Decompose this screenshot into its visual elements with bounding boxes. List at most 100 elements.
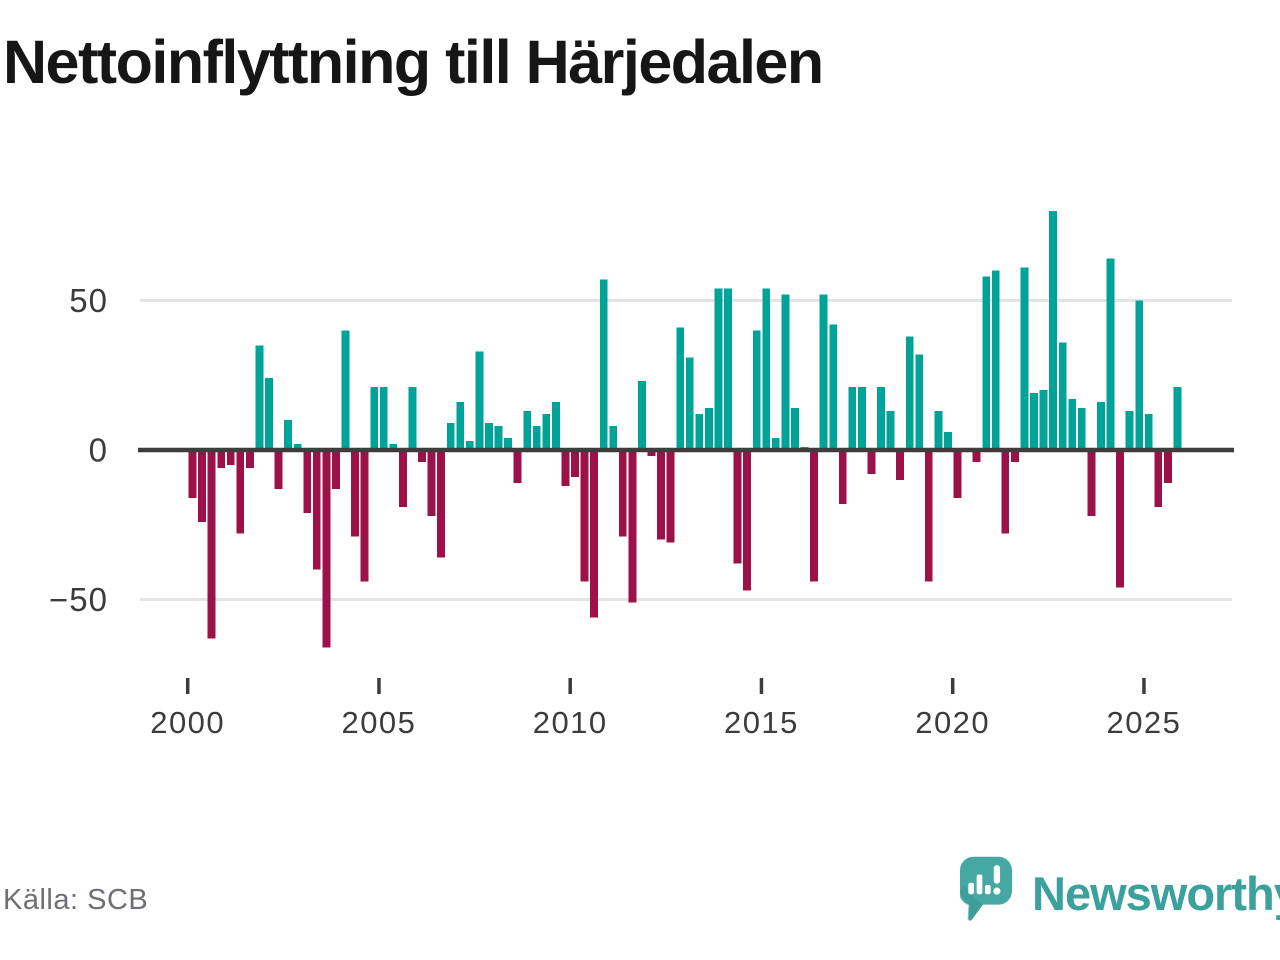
bar (848, 387, 857, 450)
bar (398, 450, 407, 507)
bar (685, 357, 694, 450)
bar (982, 276, 991, 450)
bar (437, 450, 446, 558)
bar (1001, 450, 1010, 534)
bar (226, 450, 235, 465)
bar (877, 387, 885, 450)
bar (867, 450, 876, 474)
bar (905, 336, 914, 450)
bar (944, 432, 952, 450)
bar (494, 426, 503, 450)
source-note: Källa: SCB (3, 884, 149, 916)
bar (341, 330, 350, 450)
bar (207, 450, 216, 639)
bar (312, 450, 321, 570)
bar (972, 450, 981, 462)
y-tick-label: 50 (69, 282, 108, 319)
bar (1125, 411, 1134, 450)
bar (303, 450, 312, 513)
bar (896, 450, 905, 480)
bar (1087, 450, 1096, 516)
bar (838, 450, 847, 504)
bar (1030, 393, 1038, 450)
y-tick-label: 0 (89, 432, 108, 469)
chart-title: Nettoinflyttning till Härjedalen (3, 28, 824, 96)
bar (752, 330, 761, 450)
bar (647, 450, 656, 456)
bar (724, 288, 732, 450)
x-tick-label: 2010 (533, 705, 608, 740)
bar (810, 450, 818, 582)
bar (934, 411, 943, 450)
bar (551, 402, 560, 450)
bar (666, 450, 675, 543)
y-tick-label: −50 (49, 581, 108, 618)
bar (676, 327, 685, 450)
bar (743, 450, 752, 591)
bar (1163, 450, 1172, 483)
bar (1058, 342, 1067, 450)
bar (360, 450, 369, 582)
bar (532, 426, 541, 450)
bar (446, 423, 455, 450)
bar (638, 381, 646, 450)
bar (791, 408, 799, 450)
bar (580, 450, 589, 582)
bar (924, 450, 933, 582)
bar (915, 354, 924, 450)
bar (274, 450, 283, 489)
bar (695, 414, 704, 450)
bar (427, 450, 436, 516)
bar (609, 426, 618, 450)
bar (322, 450, 331, 648)
bar (332, 450, 340, 489)
bar (628, 450, 637, 603)
bar (857, 387, 866, 450)
bar (1077, 408, 1086, 450)
bar (1173, 387, 1182, 450)
bar (599, 279, 608, 450)
bar (991, 270, 1000, 450)
newsworthy-logo: Newsworthy (960, 856, 1280, 922)
bar (1154, 450, 1163, 507)
bar (1010, 450, 1019, 462)
bar (389, 444, 398, 450)
bar (1144, 414, 1153, 450)
bar (561, 450, 570, 486)
bar (370, 387, 379, 450)
bar (188, 450, 197, 498)
bar (293, 444, 302, 450)
x-tick-label: 2020 (915, 705, 990, 740)
bar (475, 351, 484, 450)
bar (542, 414, 551, 450)
bar (513, 450, 522, 483)
bar (733, 450, 742, 564)
bar (255, 345, 264, 450)
x-tick-label: 2005 (341, 705, 416, 740)
bar (379, 387, 388, 450)
newsworthy-speech-bubble-chart-icon (960, 856, 1012, 921)
bar (418, 450, 426, 462)
bar (217, 450, 226, 468)
bar (771, 438, 780, 450)
newsworthy-wordmark: Newsworthy (1032, 867, 1280, 920)
bar (1135, 300, 1144, 450)
bar (523, 411, 532, 450)
bar (618, 450, 627, 537)
bar (714, 288, 723, 450)
bar (1106, 258, 1115, 450)
bar (886, 411, 895, 450)
bar (1116, 450, 1124, 588)
bar (781, 294, 790, 450)
bar (284, 420, 293, 450)
bar (351, 450, 359, 537)
bar (571, 450, 579, 477)
bar (829, 324, 838, 450)
bar (953, 450, 962, 498)
bar (408, 387, 417, 450)
bar (198, 450, 206, 522)
bar (456, 402, 465, 450)
bar (590, 450, 599, 618)
